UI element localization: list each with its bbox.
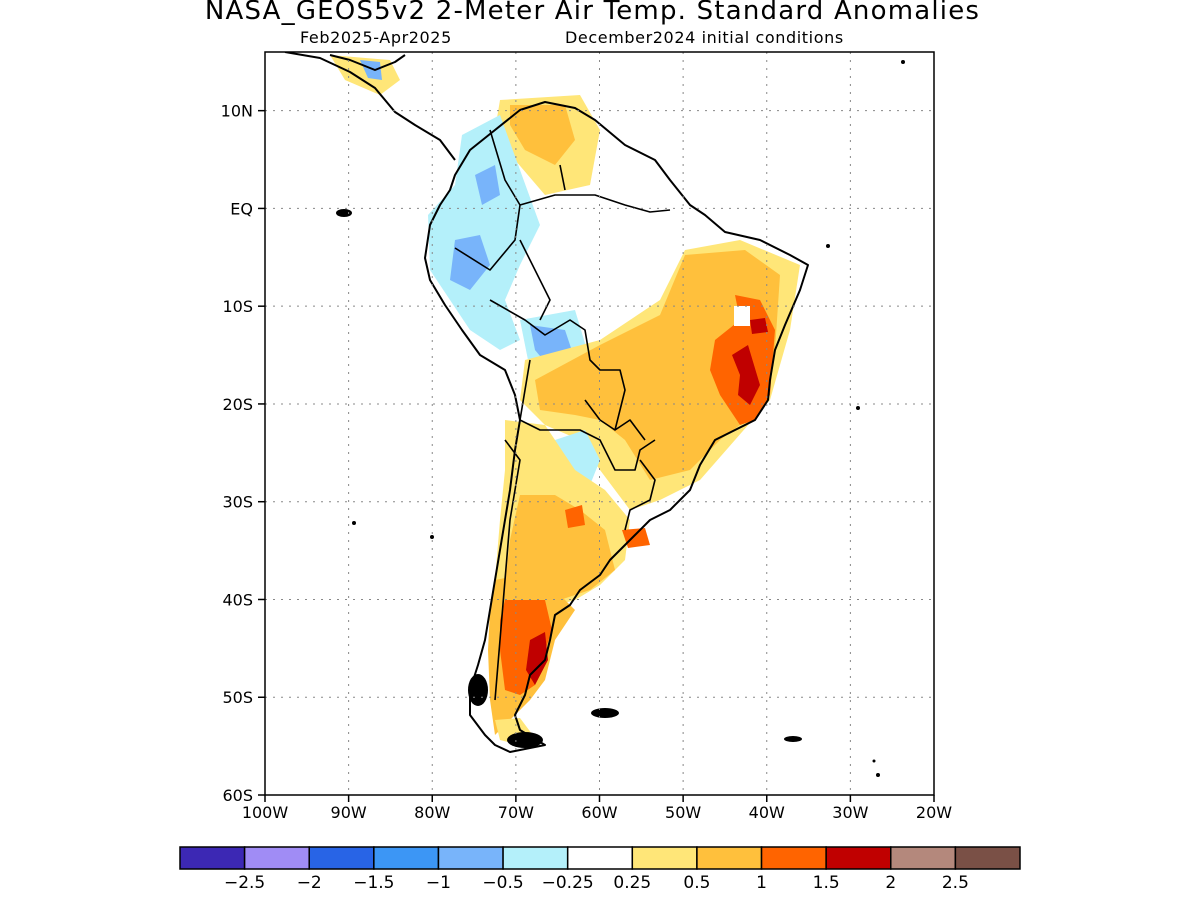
san-felix bbox=[352, 521, 356, 525]
anomaly-patch-venezuela-core bbox=[510, 105, 575, 165]
coastline bbox=[284, 52, 809, 753]
lon-tick-label: 90W bbox=[331, 803, 367, 822]
lon-tick-label: 40W bbox=[749, 803, 785, 822]
colorbar-label: 1 bbox=[756, 873, 767, 893]
anomaly-patch-colombia-cool bbox=[475, 165, 500, 205]
lat-tick-label: EQ bbox=[230, 199, 253, 218]
colorbar-label: −1 bbox=[426, 873, 451, 893]
colorbar-swatch bbox=[243, 846, 310, 870]
south-georgia bbox=[784, 736, 802, 742]
falkland-islands bbox=[591, 708, 619, 718]
colorbar-swatch bbox=[631, 846, 698, 870]
forecast-period: Feb2025-Apr2025 bbox=[300, 28, 452, 47]
lat-tick-label: 20S bbox=[222, 395, 253, 414]
lat-tick-label: 40S bbox=[222, 590, 253, 609]
colorbar-label: −0.25 bbox=[542, 873, 594, 893]
colorbar-swatch bbox=[825, 846, 892, 870]
atlantic-islet-3 bbox=[872, 759, 876, 763]
colorbar-swatch bbox=[179, 846, 246, 870]
anomaly-patch-andes-cool bbox=[428, 115, 540, 350]
south-america-coastline bbox=[424, 101, 809, 753]
anomaly-patch-central-america bbox=[330, 55, 400, 95]
trindade bbox=[826, 244, 830, 248]
lat-tick-label: 10N bbox=[221, 102, 253, 121]
colorbar-swatch bbox=[890, 846, 957, 870]
lat-tick-label: 10S bbox=[222, 297, 253, 316]
map-panel bbox=[265, 52, 934, 795]
lon-tick-label: 70W bbox=[498, 803, 534, 822]
lat-tick-label: 60S bbox=[222, 786, 253, 805]
lat-tick-label: 50S bbox=[222, 688, 253, 707]
colorbar-label: −0.5 bbox=[482, 873, 523, 893]
map-title: NASA_GEOS5v2 2-Meter Air Temp. Standard … bbox=[204, 0, 981, 26]
lat-tick-label: 30S bbox=[222, 493, 253, 512]
colorbar-swatch bbox=[373, 846, 440, 870]
colorbar-label: −2.5 bbox=[224, 873, 265, 893]
colorbar-label: 2.5 bbox=[942, 873, 969, 893]
anomaly-patch-brazil-warm-core bbox=[535, 250, 780, 480]
colorbar: −2.5 −2 −1.5 −1 −0.5 −0.25 0.25 0.5 1 1.5 2 2.5 bbox=[179, 846, 1021, 893]
colorbar-label: −1.5 bbox=[353, 873, 394, 893]
anomaly-patch-peru-cool bbox=[450, 235, 490, 290]
colorbar-label: 2 bbox=[885, 873, 896, 893]
colorbar-label: 0.5 bbox=[683, 873, 710, 893]
chiloe-archipelago bbox=[468, 674, 488, 706]
anomaly-patch-patagonia-hot bbox=[500, 600, 552, 695]
colorbar-swatch bbox=[437, 846, 504, 870]
anomaly-patch-pampas-hot bbox=[565, 505, 585, 528]
anomaly-patch-bahia-very-hot bbox=[732, 345, 760, 405]
longitude-axis: 100W 90W 80W 70W 60W 50W 40W 30W 20W bbox=[242, 795, 952, 822]
anomaly-patch-bahia-blank bbox=[734, 306, 750, 326]
colorbar-swatch bbox=[760, 846, 827, 870]
juan-fernandez bbox=[430, 535, 434, 539]
anomaly-patch-argentina-warm-core bbox=[505, 495, 615, 600]
galapagos bbox=[336, 209, 352, 217]
atlantic-islet-1 bbox=[901, 60, 905, 64]
colorbar-swatch bbox=[696, 846, 763, 870]
lon-tick-label: 80W bbox=[414, 803, 450, 822]
central-america-coastline bbox=[284, 52, 456, 161]
colorbar-swatch bbox=[954, 846, 1021, 870]
anomaly-patch-patagonia-very-hot bbox=[526, 632, 548, 685]
anomaly-patch-uruguay-hot bbox=[622, 528, 650, 548]
latitude-axis: 10N EQ 10S 20S 30S 40S 50S 60S bbox=[221, 102, 265, 805]
fernando-de-noronha bbox=[856, 406, 860, 410]
colorbar-swatch bbox=[502, 846, 569, 870]
lon-tick-label: 50W bbox=[665, 803, 701, 822]
colorbar-swatch bbox=[566, 846, 634, 870]
tierra-del-fuego bbox=[507, 732, 543, 748]
anomaly-shading bbox=[330, 55, 800, 745]
lon-tick-label: 100W bbox=[242, 803, 289, 822]
colorbar-label: −2 bbox=[297, 873, 322, 893]
anomaly-patch-central-america-cool bbox=[360, 60, 382, 80]
colorbar-label: 1.5 bbox=[813, 873, 840, 893]
anomaly-patch-bahia-very-hot-north bbox=[750, 318, 768, 334]
lon-tick-label: 60W bbox=[581, 803, 617, 822]
atlantic-islet-2 bbox=[876, 773, 880, 777]
country-borders bbox=[454, 129, 671, 701]
initial-conditions: December2024 initial conditions bbox=[565, 28, 844, 47]
lon-tick-label: 20W bbox=[916, 803, 952, 822]
lon-tick-label: 30W bbox=[832, 803, 868, 822]
colorbar-swatch bbox=[308, 846, 375, 870]
colorbar-label: 0.25 bbox=[613, 873, 651, 893]
islands bbox=[336, 60, 905, 777]
